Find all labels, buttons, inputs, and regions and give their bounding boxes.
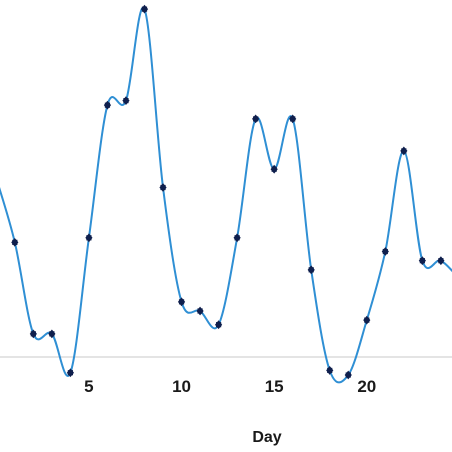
data-point [29,329,37,339]
x-axis-ticks: 5 10 15 20 [84,377,376,396]
data-point [122,96,130,106]
data-point [252,114,260,124]
data-point [437,256,445,266]
data-point [196,306,204,316]
data-point [159,183,167,192]
data-point [103,100,112,110]
data-point [11,237,19,247]
data-point [214,320,223,330]
plot-area [0,4,452,384]
x-tick-label: 15 [265,377,284,396]
series-line [0,6,452,384]
data-point [140,4,149,14]
data-point [270,164,278,174]
data-point [233,233,241,243]
data-point [289,114,297,124]
x-axis-title: Day [252,429,281,446]
data-point [400,146,408,156]
data-point [418,256,426,266]
data-point [85,233,93,243]
x-tick-label: 5 [84,377,93,396]
data-point [66,368,74,378]
data-point [48,329,56,339]
data-point [363,315,371,325]
data-point [326,366,334,375]
data-point [381,247,389,256]
data-point [177,297,186,307]
x-tick-label: 20 [357,377,376,396]
data-point [307,265,315,275]
data-point [344,370,352,380]
x-tick-label: 10 [172,377,191,396]
